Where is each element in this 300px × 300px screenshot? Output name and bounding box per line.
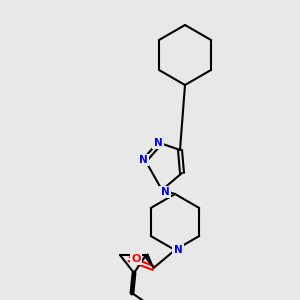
Polygon shape xyxy=(144,254,154,268)
Text: O: O xyxy=(131,254,141,264)
Text: N: N xyxy=(160,187,169,197)
Text: N: N xyxy=(154,138,162,148)
Text: N: N xyxy=(174,245,182,255)
Text: N: N xyxy=(139,155,147,165)
